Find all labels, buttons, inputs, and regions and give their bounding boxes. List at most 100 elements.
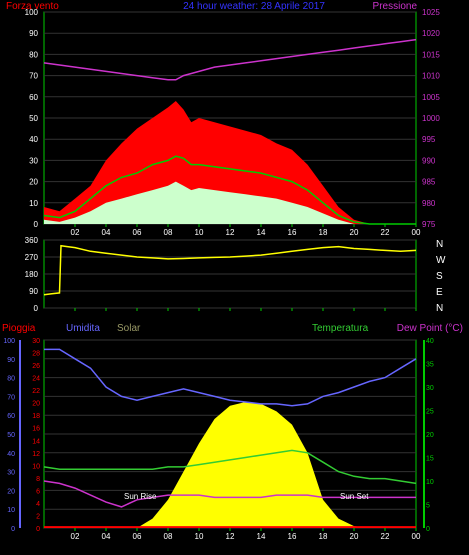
chart-title: 24 hour weather: 28 Aprile 2017 <box>183 1 325 12</box>
y-humidity-tick-label: 100 <box>3 338 15 345</box>
pressione-label: Pressione <box>373 1 418 12</box>
x-tick-label: 18 <box>319 228 328 237</box>
y-temp-tick-label: 10 <box>426 479 434 486</box>
umidita-label: Umidita <box>66 323 100 334</box>
y-temp-tick-label: 20 <box>426 432 434 439</box>
x-tick-label: 12 <box>226 228 235 237</box>
sun-rise-annotation: Sun Rise <box>124 492 157 501</box>
y-rain-tick-label: 8 <box>36 476 40 483</box>
x-tick-label: 14 <box>257 228 266 237</box>
wind-gust-area <box>44 101 416 224</box>
y-right-tick-label: 995 <box>422 135 436 144</box>
dew-point-line <box>43 480 416 508</box>
temperature-line <box>43 449 417 485</box>
y-right-tick-label: 1000 <box>422 114 440 123</box>
y-rain-tick-label: 22 <box>32 388 40 395</box>
y-right-tick-label: 1010 <box>422 72 440 81</box>
solar-label: Solar <box>117 323 141 334</box>
y-rain-tick-label: 16 <box>32 426 40 433</box>
y-rain-tick-label: 14 <box>32 438 40 445</box>
y-humidity-tick-label: 60 <box>7 413 15 420</box>
compass-s: S <box>436 271 443 282</box>
y-right-tick-label: 1015 <box>422 50 440 59</box>
y-rain-tick-label: 12 <box>32 451 40 458</box>
x-tick-label: 08 <box>164 228 173 237</box>
forza-vento-label: Forza vento <box>6 1 59 12</box>
y-left-tick-label: 40 <box>29 135 38 144</box>
wind-min-area <box>44 181 416 224</box>
y-right-tick-label: 990 <box>422 156 436 165</box>
x-tick-label: 00 <box>412 532 421 541</box>
x-tick-label: 10 <box>195 532 204 541</box>
x-tick-label: 06 <box>133 228 142 237</box>
y-rain-tick-label: 18 <box>32 413 40 420</box>
y-humidity-tick-label: 50 <box>7 432 15 439</box>
y-left-tick-label: 0 <box>34 220 39 229</box>
y-humidity-tick-label: 20 <box>7 488 15 495</box>
y-right-tick-label: 975 <box>422 220 436 229</box>
x-tick-label: 22 <box>381 228 390 237</box>
y-humidity-tick-label: 70 <box>7 394 15 401</box>
y-temp-tick-label: 5 <box>426 503 430 510</box>
y-humidity-tick-label: 90 <box>7 357 15 364</box>
y-temp-tick-label: 30 <box>426 385 434 392</box>
x-tick-label: 16 <box>288 228 297 237</box>
y-temp-tick-label: 25 <box>426 409 434 416</box>
y-rain-tick-label: 20 <box>32 401 40 408</box>
y-rain-tick-label: 0 <box>36 526 40 533</box>
temperatura-label: Temperatura <box>312 323 369 334</box>
sun-set-annotation: Sun Set <box>340 492 369 501</box>
y-right-tick-label: 985 <box>422 178 436 187</box>
y-temp-tick-label: 40 <box>426 338 434 345</box>
y-tick-label: 360 <box>25 236 39 245</box>
y-left-tick-label: 10 <box>29 199 38 208</box>
wind-direction-line <box>43 244 417 296</box>
x-tick-label: 16 <box>288 532 297 541</box>
y-left-tick-label: 80 <box>29 50 38 59</box>
compass-e: E <box>436 287 443 298</box>
x-tick-label: 14 <box>257 532 266 541</box>
y-temp-tick-label: 15 <box>426 456 434 463</box>
y-left-tick-label: 50 <box>29 114 38 123</box>
y-left-tick-label: 90 <box>29 29 38 38</box>
y-tick-label: 180 <box>25 270 39 279</box>
x-tick-label: 20 <box>350 532 359 541</box>
pioggia-label: Pioggia <box>2 323 36 334</box>
y-rain-tick-label: 28 <box>32 351 40 358</box>
y-humidity-tick-label: 10 <box>7 507 15 514</box>
compass-n-top: N <box>436 239 443 250</box>
y-rain-tick-label: 4 <box>36 501 40 508</box>
y-tick-label: 90 <box>29 287 38 296</box>
y-humidity-tick-label: 30 <box>7 470 15 477</box>
y-humidity-tick-label: 0 <box>11 526 15 533</box>
y-humidity-tick-label: 40 <box>7 451 15 458</box>
y-temp-tick-label: 0 <box>426 526 430 533</box>
wind-pressure-panel: 0102030405060708090100975980985990995100… <box>25 8 441 237</box>
y-right-tick-label: 1020 <box>422 29 440 38</box>
x-tick-label: 18 <box>319 532 328 541</box>
rain-area <box>44 526 416 528</box>
y-tick-label: 270 <box>25 253 39 262</box>
y-right-tick-label: 1025 <box>422 8 440 17</box>
humidity-line <box>44 348 417 407</box>
x-tick-label: 02 <box>71 532 80 541</box>
x-tick-label: 08 <box>164 532 173 541</box>
pressure-line <box>43 38 417 81</box>
dew-point-label: Dew Point (°C) <box>397 323 463 334</box>
x-tick-label: 04 <box>102 228 111 237</box>
y-left-tick-label: 70 <box>29 72 38 81</box>
y-humidity-tick-label: 80 <box>7 376 15 383</box>
y-right-tick-label: 1005 <box>422 93 440 102</box>
x-tick-label: 20 <box>350 228 359 237</box>
weather-panel: 0102030405060708090100024681012141618202… <box>3 338 434 541</box>
y-rain-tick-label: 10 <box>32 463 40 470</box>
y-right-tick-label: 980 <box>422 199 436 208</box>
y-rain-tick-label: 6 <box>36 488 40 495</box>
y-rain-tick-label: 26 <box>32 363 40 370</box>
x-tick-label: 06 <box>133 532 142 541</box>
x-tick-label: 22 <box>381 532 390 541</box>
wind-direction-panel: 0 90 180 270 360 <box>25 236 417 313</box>
solar-area <box>44 402 416 528</box>
x-tick-label: 02 <box>71 228 80 237</box>
